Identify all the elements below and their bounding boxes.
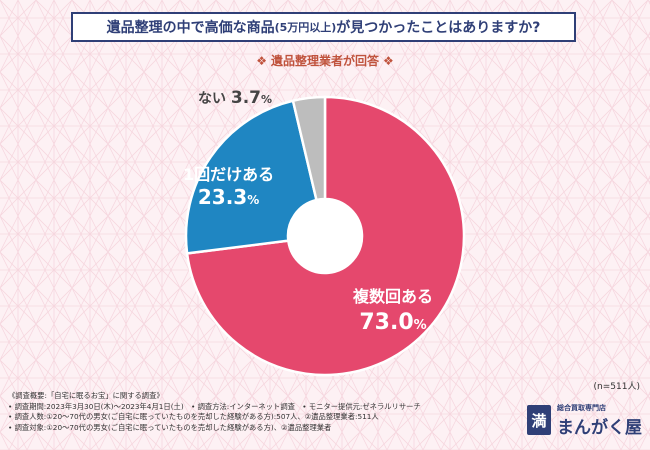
donut-hole — [288, 199, 362, 273]
note-line: • 調査対象:①20〜70代の男女(ご自宅に眠っていたものを売却した経験がある方… — [8, 422, 332, 432]
slice-value: 23.3 — [197, 185, 248, 209]
subtitle-text: 遺品整理業者が回答 — [270, 54, 379, 68]
diamond-icon: ❖ — [256, 54, 267, 68]
slice-label-once: 1回だけある 23.3% — [183, 164, 274, 211]
note-line: 《調査概要:「自宅に眠るお宝」に関する調査》 — [8, 391, 164, 400]
slice-value: 73.0 — [359, 310, 414, 335]
title-end: が見つかったことはありますか? — [336, 20, 541, 36]
company-logo: 満 総合買取専門店 まんがく屋 — [527, 400, 645, 440]
diamond-icon: ❖ — [383, 54, 394, 68]
sample-size: (n=511人) — [593, 382, 640, 392]
slice-unit: % — [247, 193, 260, 207]
slice-value: 3.7 — [230, 88, 261, 108]
slice-label-multiple: 複数回ある 73.0% — [353, 284, 433, 339]
chart-title: 遺品整理の中で高価な商品 (5万円以上) が見つかったことはありますか? — [71, 12, 576, 42]
slice-label-none: ない 3.7% — [198, 88, 272, 108]
note-line: • 調査期間:2023年3月30日(木)〜2023年4月1日(土) • 調査方法… — [8, 401, 421, 411]
logo-name: まんがく屋 — [557, 418, 642, 438]
slice-unit: % — [413, 318, 427, 333]
note-line: • 調査人数:①20〜70代の男女(ご自宅に眠っていたものを売却した経験がある方… — [8, 412, 379, 421]
logo-badge-icon: 満 — [527, 405, 551, 435]
logo-tagline: 総合買取専門店 — [557, 404, 606, 412]
slice-label-text: ない — [198, 91, 226, 107]
slice-unit: % — [261, 93, 273, 106]
survey-notes: 《調査概要:「自宅に眠るお宝」に関する調査》 • 調査期間:2023年3月30日… — [8, 391, 421, 433]
title-paren: (5万円以上) — [274, 21, 337, 34]
slice-label-text: 1回だけある — [183, 165, 275, 184]
title-main: 遺品整理の中で高価な商品 — [106, 20, 275, 36]
chart-subtitle: ❖ 遺品整理業者が回答 ❖ — [0, 52, 650, 69]
slice-label-text: 複数回ある — [353, 287, 434, 306]
